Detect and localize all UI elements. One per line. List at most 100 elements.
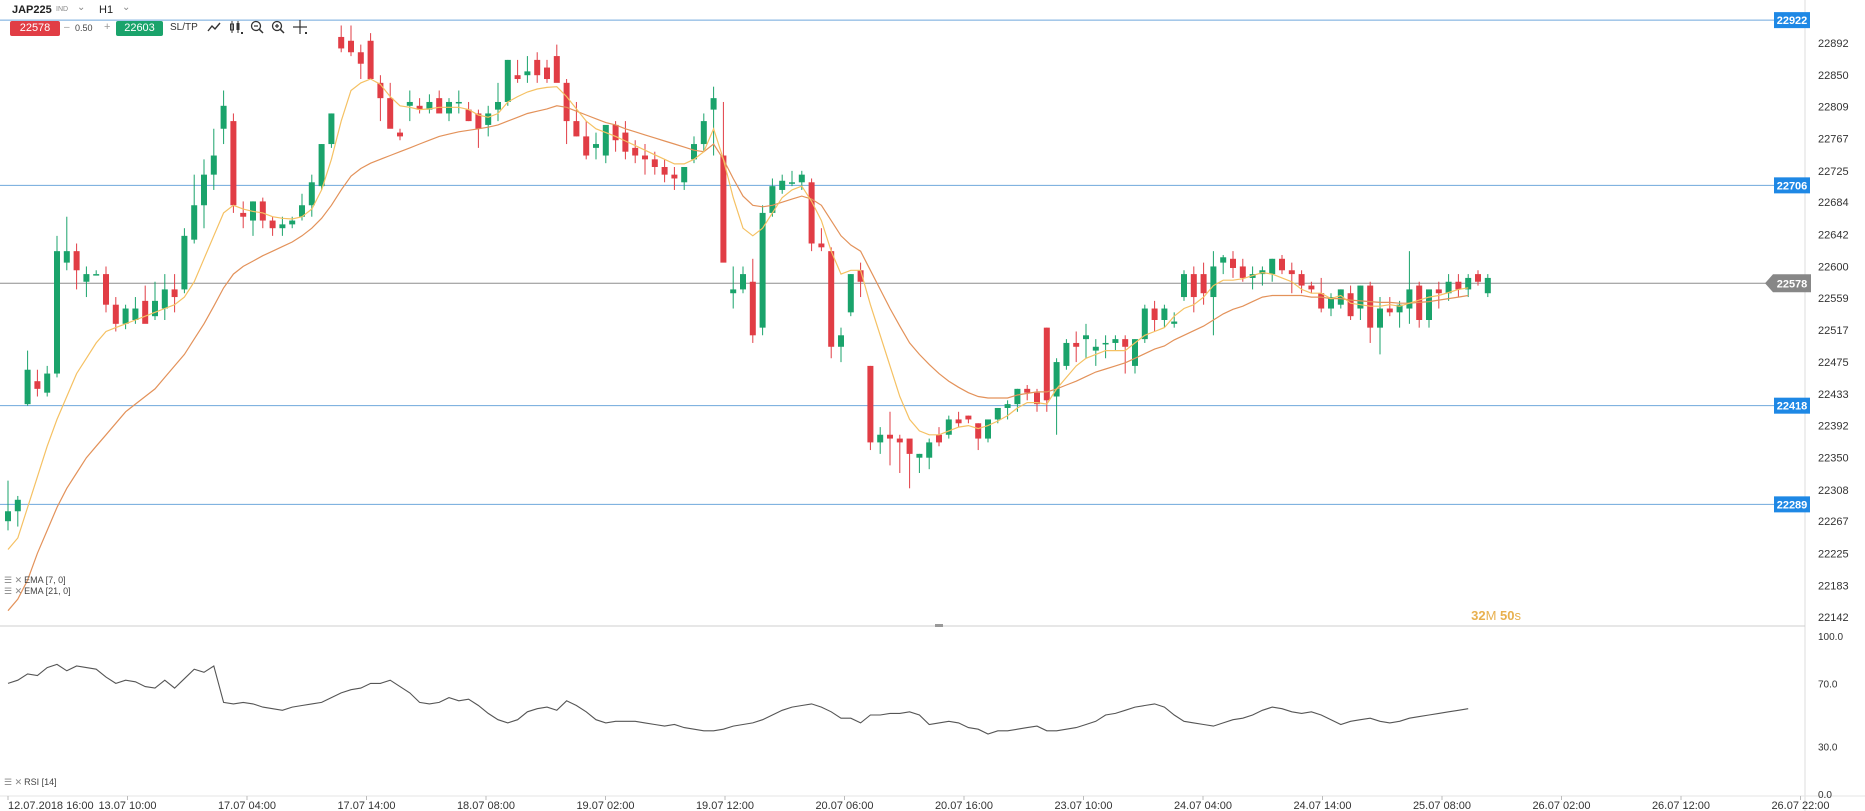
candle [1171, 312, 1178, 328]
zoom-in-icon[interactable] [270, 19, 286, 35]
candle-body [994, 407, 1001, 420]
candle [1230, 251, 1236, 278]
candle-body [847, 274, 854, 313]
candle [446, 98, 452, 122]
ema-fast-legend[interactable]: ☰ ✕ EMA [7, 0] [4, 575, 66, 585]
candle-body [142, 300, 149, 324]
candle-body [406, 101, 413, 106]
menu-icon[interactable]: ☰ ✕ [4, 777, 23, 787]
candle [965, 415, 972, 424]
line-chart-icon[interactable] [206, 19, 222, 35]
candle [142, 285, 149, 324]
buy-button[interactable]: 22603 [116, 21, 163, 36]
current-price-label: 22578 [1777, 278, 1808, 290]
candle [1132, 339, 1138, 374]
candle-body [1435, 289, 1442, 294]
candle-body [171, 289, 178, 298]
candle [34, 369, 41, 397]
candle [465, 101, 472, 122]
candle [1484, 274, 1491, 298]
candle-body [857, 270, 864, 282]
candle-body [240, 212, 247, 217]
price-tick-label: 22183 [1818, 580, 1849, 592]
price-tick-label: 22559 [1818, 293, 1849, 305]
candle [593, 132, 599, 160]
zoom-out-icon[interactable] [249, 19, 265, 35]
candle-body [1377, 308, 1383, 328]
candle [1318, 277, 1325, 313]
candle [485, 105, 492, 137]
candle-body [514, 75, 521, 80]
candle-body [691, 144, 697, 160]
sell-button[interactable]: 22578 [10, 21, 60, 36]
candle [759, 205, 766, 336]
rsi-legend[interactable]: ☰ ✕ RSI [14] [4, 777, 57, 787]
pane-divider-handle[interactable] [935, 624, 943, 627]
price-tick-label: 22892 [1818, 38, 1849, 50]
candle-body [730, 289, 737, 294]
rsi-tick-label: 70.0 [1818, 679, 1838, 690]
candle-body [1465, 277, 1472, 290]
x-tick-label: 23.07 10:00 [1054, 800, 1112, 811]
candle [269, 216, 276, 236]
candle [740, 266, 746, 294]
candle [1465, 274, 1472, 298]
candle-body [759, 212, 766, 328]
spread-value: 0.50 [75, 23, 93, 33]
candle [671, 167, 678, 190]
candle-body [112, 304, 119, 324]
timeframe-selector[interactable]: H1 [99, 4, 114, 16]
timeframe-dropdown-icon[interactable]: ⌄ [122, 2, 131, 13]
candle [632, 140, 639, 164]
candle-body [279, 224, 286, 229]
level-label-bg [1774, 397, 1810, 414]
candle-body [1151, 308, 1158, 320]
candle-body [544, 67, 550, 80]
candles-icon[interactable] [228, 19, 244, 35]
menu-icon[interactable]: ☰ ✕ [4, 586, 23, 596]
candle-body [308, 182, 315, 206]
candle [1455, 274, 1462, 298]
menu-icon[interactable]: ☰ ✕ [4, 575, 23, 585]
candle [1367, 281, 1374, 343]
candle [103, 266, 109, 313]
candle [1445, 274, 1452, 301]
candle-body [916, 453, 923, 458]
candle-body [593, 144, 599, 148]
candle-body [269, 220, 276, 229]
candle-body [1455, 281, 1462, 290]
symbol-dropdown-icon[interactable]: ⌄ [77, 2, 86, 13]
candle-body [1043, 327, 1050, 401]
candle-body [83, 274, 90, 282]
candle [1210, 251, 1217, 336]
candle-body [1083, 335, 1089, 340]
candle [642, 144, 648, 175]
price-tick-label: 22350 [1818, 453, 1849, 465]
candle-body [44, 373, 51, 393]
x-tick-label: 13.07 10:00 [98, 800, 156, 811]
candle [5, 480, 11, 531]
x-tick-label: 18.07 08:00 [457, 800, 515, 811]
sltp-button[interactable]: SL/TP [170, 22, 198, 33]
candle [818, 228, 825, 252]
candle-body [1445, 281, 1452, 294]
candle [279, 216, 286, 236]
ema-slow-legend[interactable]: ☰ ✕ EMA [21, 0] [4, 586, 71, 596]
price-tick-label: 22600 [1818, 261, 1849, 273]
candle-body [828, 251, 835, 347]
candle-body [357, 52, 364, 64]
candle-body [289, 220, 296, 225]
candle [789, 170, 795, 187]
candle-body [348, 40, 354, 53]
candle-body [779, 180, 786, 190]
spread-increase-button[interactable]: + [104, 21, 111, 33]
symbol-name[interactable]: JAP225 [12, 4, 52, 16]
crosshair-icon[interactable] [292, 19, 308, 35]
candle [230, 113, 237, 213]
candle-body [426, 101, 433, 110]
ema-fast-line [7, 78, 1469, 550]
spread-decrease-button[interactable]: – [64, 22, 70, 33]
candle [779, 174, 786, 194]
x-tick-label: 26.07 02:00 [1532, 800, 1590, 811]
